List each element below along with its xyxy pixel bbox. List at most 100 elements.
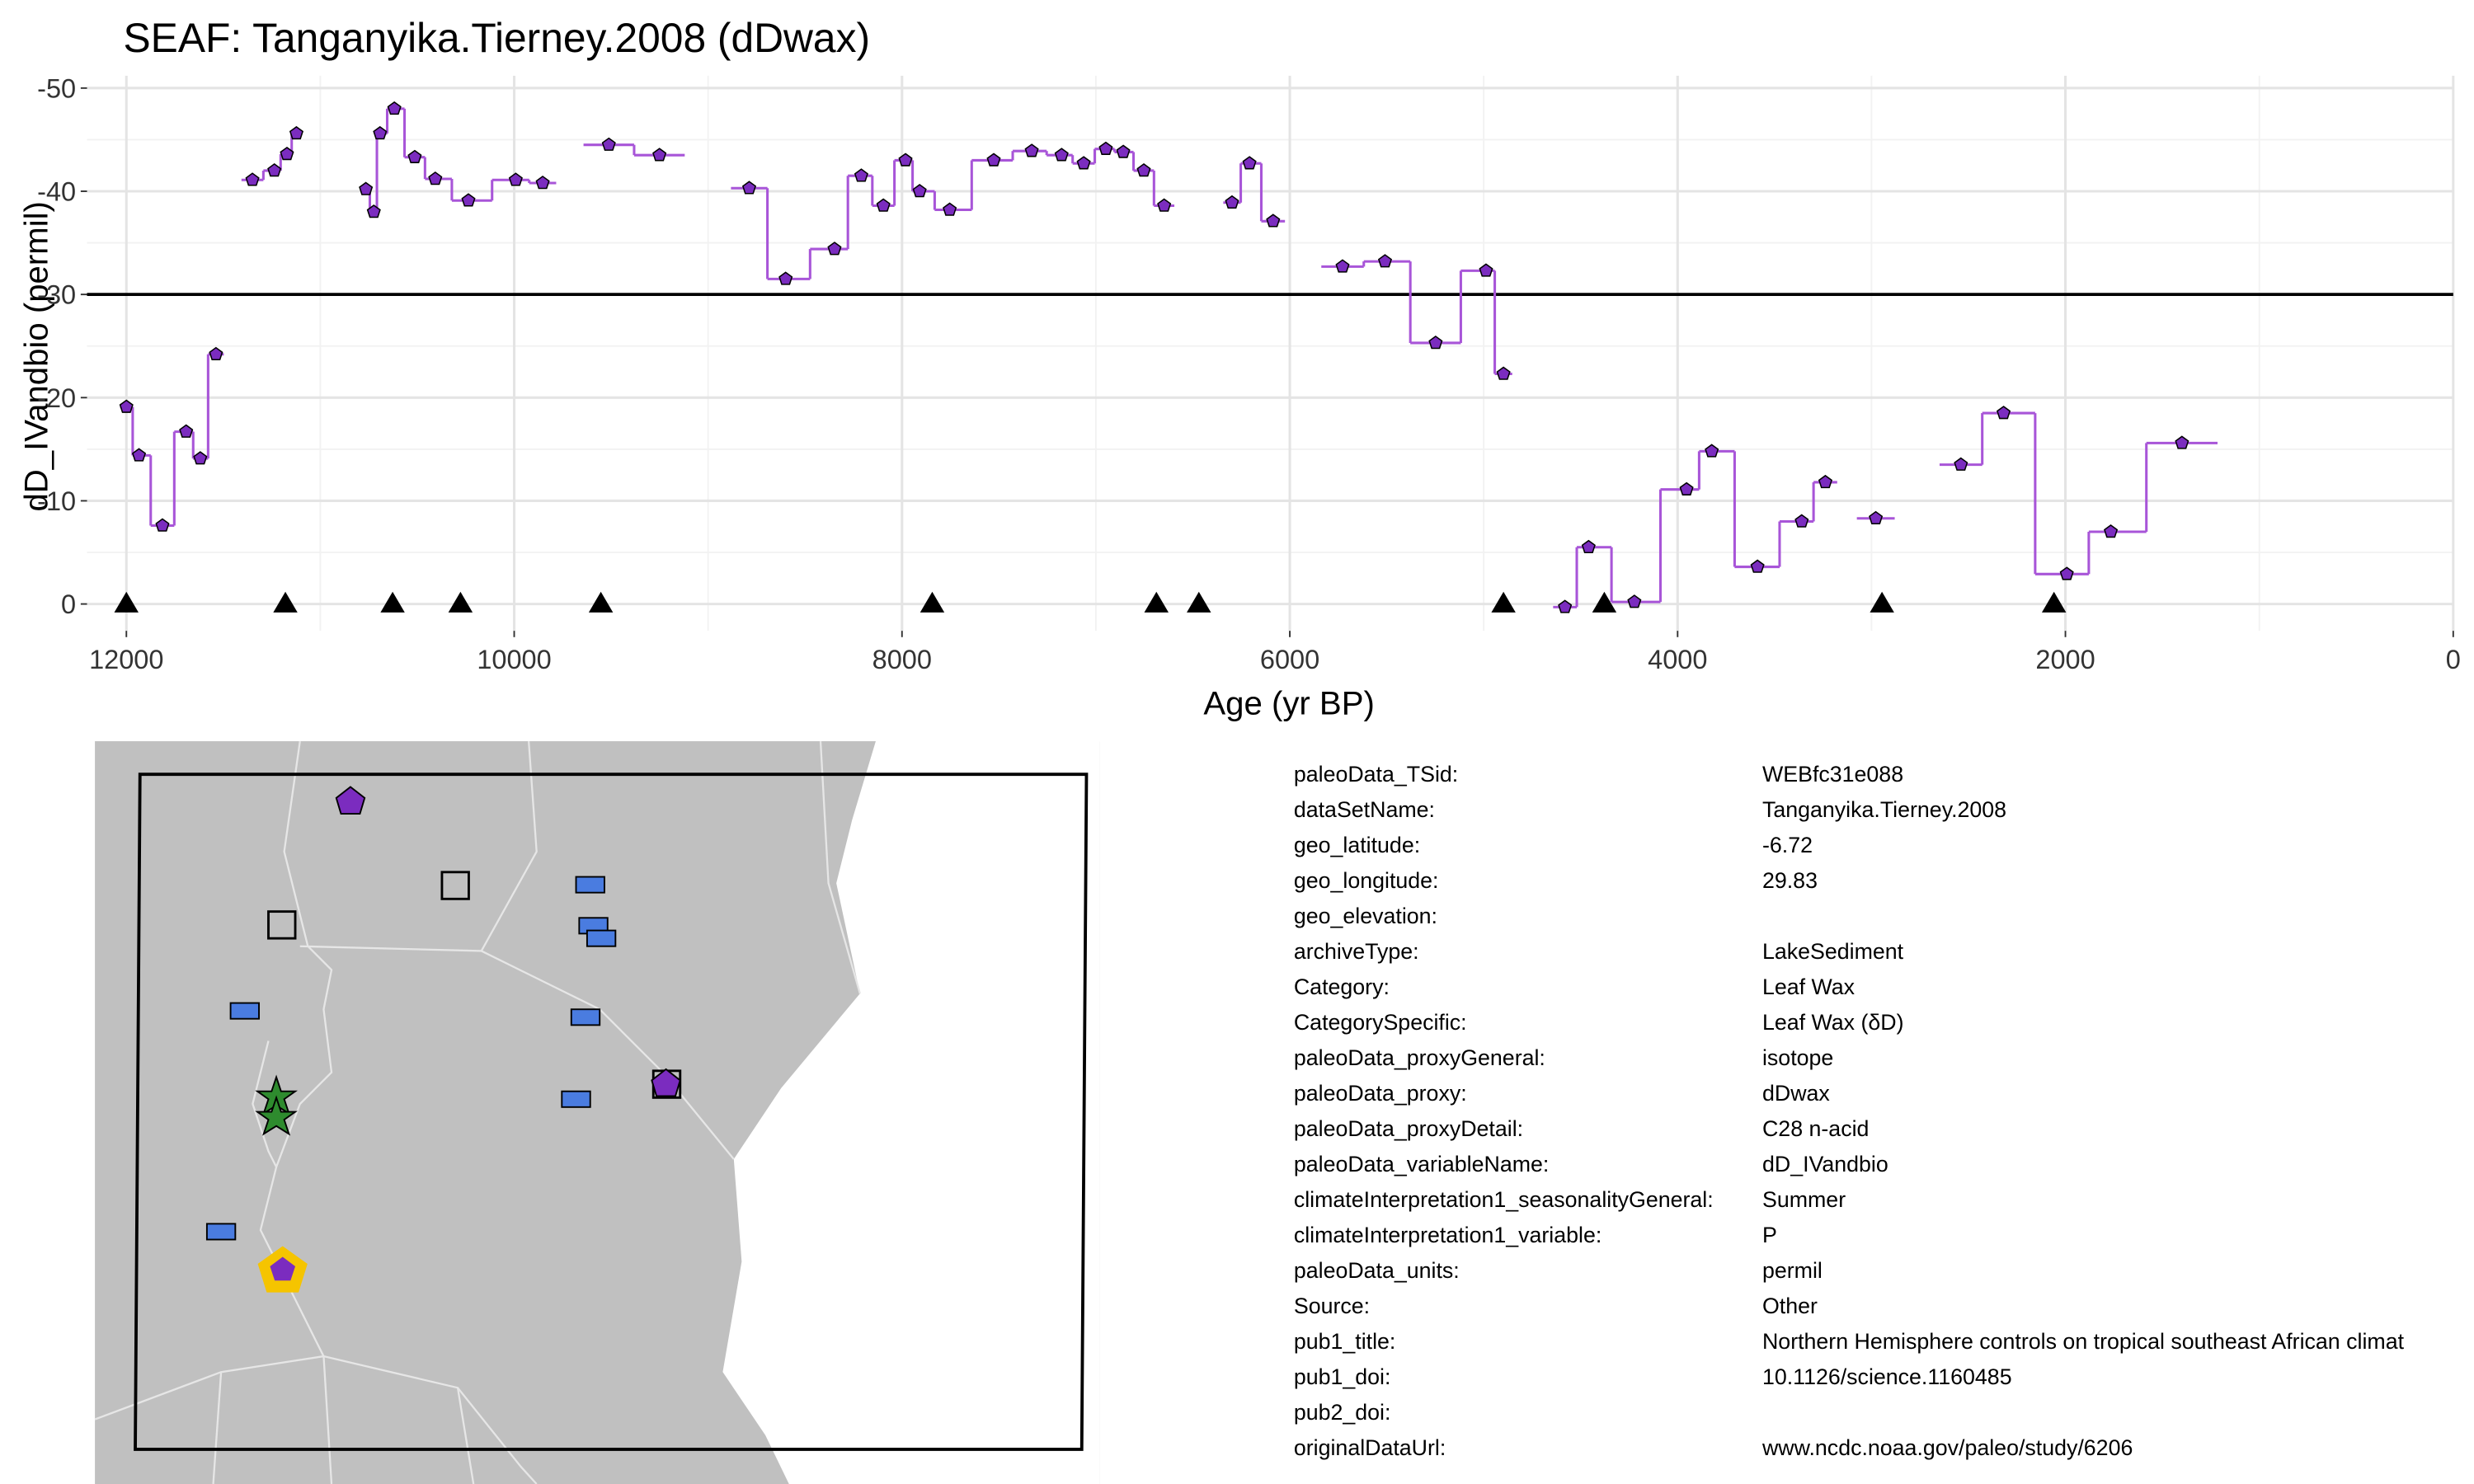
- data-point: [741, 181, 757, 195]
- data-point: [1679, 481, 1694, 495]
- x-tick-label: 12000: [89, 645, 163, 674]
- meta-value: permil: [1762, 1258, 1823, 1283]
- meta-value: Summer: [1762, 1187, 1846, 1212]
- data-point: [1428, 335, 1443, 350]
- data-point: [1997, 406, 2011, 420]
- meta-value: www.ncdc.noaa.gov/paleo/study/6206: [1761, 1435, 2133, 1460]
- chron-marker: [588, 591, 614, 613]
- data-point: [1794, 514, 1809, 528]
- data-point: [1225, 195, 1239, 209]
- data-point: [132, 448, 147, 462]
- data-point: [209, 346, 223, 360]
- data-point: [1496, 366, 1511, 380]
- borders: [94, 740, 861, 1484]
- meta-key: Category:: [1294, 974, 1390, 999]
- meta-key: paleoData_proxyGeneral:: [1294, 1045, 1545, 1070]
- data-point: [1818, 474, 1833, 489]
- meta-value: Other: [1762, 1294, 1818, 1318]
- meta-key: climateInterpretation1_seasonalityGenera…: [1294, 1187, 1714, 1212]
- data-point: [289, 125, 304, 140]
- x-tick-label: 0: [2446, 645, 2461, 674]
- meta-key: paleoData_proxy:: [1294, 1081, 1467, 1106]
- meta-key: paleoData_units:: [1294, 1258, 1460, 1283]
- meta-value: 29.83: [1762, 868, 1818, 893]
- meta-value: LakeSediment: [1762, 939, 1904, 964]
- data-point: [508, 172, 523, 186]
- data-point: [652, 148, 667, 162]
- data-point: [1076, 156, 1091, 170]
- meta-key: geo_longitude:: [1294, 868, 1439, 893]
- data-point: [1157, 198, 1172, 212]
- data-point: [267, 162, 282, 177]
- data-point: [1479, 263, 1493, 277]
- data-point: [2059, 566, 2074, 580]
- data-point: [1024, 143, 1039, 157]
- meta-key: Source:: [1294, 1294, 1370, 1318]
- meta-value: C28 n-acid: [1762, 1116, 1869, 1141]
- data-point: [373, 125, 388, 140]
- chron-marker: [1187, 591, 1211, 613]
- x-tick-label: 10000: [477, 645, 551, 674]
- data-point: [428, 171, 443, 186]
- x-tick-label: 6000: [1260, 645, 1319, 674]
- chron-marker: [448, 591, 473, 613]
- site-markers: [205, 786, 682, 1293]
- meta-key: dataSetName:: [1294, 797, 1435, 822]
- meta-value: dDwax: [1762, 1081, 1830, 1106]
- data-point: [1705, 444, 1719, 458]
- metadata-table: paleoData_TSid: WEBfc31e088 dataSetName: Ta…: [1294, 762, 2405, 1460]
- meta-value: 10.1126/science.1160485: [1762, 1364, 2012, 1389]
- ocean: [722, 741, 1100, 1484]
- meta-value: Tanganyika.Tierney.2008: [1762, 797, 2006, 822]
- meta-value: Northern Hemisphere controls on tropical…: [1762, 1329, 2405, 1354]
- region-box: [134, 773, 1089, 1451]
- data-point: [1869, 510, 1884, 524]
- data-point: [245, 172, 260, 186]
- data-point: [1627, 594, 1642, 608]
- data-point: [179, 424, 194, 438]
- data-point: [366, 204, 381, 218]
- data-point: [1750, 559, 1765, 573]
- y-tick-label: -20: [37, 383, 76, 413]
- meta-key: originalDataUrl:: [1294, 1435, 1446, 1460]
- data-point: [359, 181, 374, 195]
- meta-value: dD_IVandbio: [1762, 1152, 1888, 1176]
- meta-key: paleoData_variableName:: [1294, 1152, 1549, 1176]
- meta-key: paleoData_proxyDetail:: [1294, 1116, 1523, 1141]
- data-point: [1581, 539, 1596, 554]
- data-point: [407, 149, 422, 163]
- data-point: [943, 202, 957, 216]
- y-tick-label: -50: [37, 73, 76, 103]
- meta-key: pub1_doi:: [1294, 1364, 1391, 1389]
- data-point: [1054, 148, 1069, 162]
- data-point: [1335, 259, 1350, 273]
- meta-value: P: [1762, 1223, 1777, 1247]
- meta-key: paleoData_TSid:: [1294, 762, 1458, 787]
- chron-marker: [380, 591, 405, 613]
- data-point: [2175, 435, 2189, 449]
- meta-value: Leaf Wax (δD): [1762, 1010, 1904, 1035]
- data-point: [1242, 156, 1257, 170]
- meta-value: isotope: [1762, 1045, 1833, 1070]
- data-point: [1558, 599, 1573, 613]
- map: [94, 740, 1100, 1484]
- data-point: [876, 198, 891, 212]
- chron-marker: [920, 591, 945, 613]
- x-tick-label: 8000: [872, 645, 932, 674]
- data-point: [119, 399, 134, 413]
- data-point: [193, 451, 208, 465]
- data-point: [1954, 457, 1968, 471]
- meta-value: -6.72: [1762, 833, 1813, 857]
- data-point: [601, 137, 616, 151]
- y-tick-label: -10: [37, 486, 76, 516]
- data-point: [280, 146, 294, 161]
- x-tick-label: 2000: [2035, 645, 2095, 674]
- data-point: [2104, 524, 2119, 538]
- plot-area: -50 -40 -30 -20 -10 0 12000 10000 8000 6000 4000 20…: [37, 73, 2461, 674]
- data-point: [854, 168, 868, 182]
- data-point: [827, 242, 842, 256]
- x-tick-label: 4000: [1648, 645, 1707, 674]
- chart-title: SEAF: Tanganyika.Tierney.2008 (dDwax): [124, 15, 871, 61]
- meta-value: Leaf Wax: [1762, 974, 1856, 999]
